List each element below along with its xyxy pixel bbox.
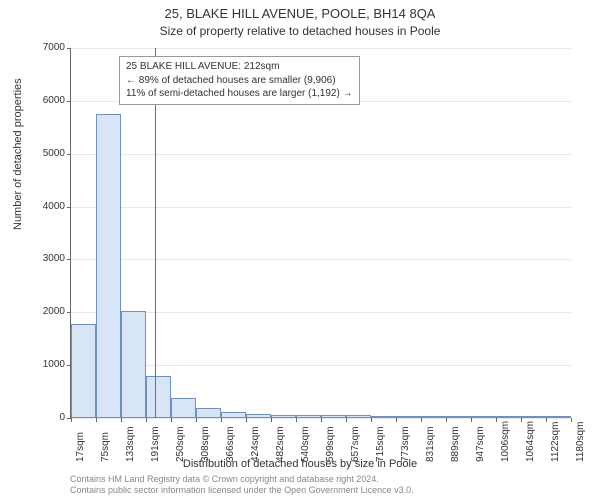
xtick-mark — [421, 418, 422, 422]
histogram-bar — [296, 415, 321, 418]
xtick-mark — [296, 418, 297, 422]
xtick-mark — [146, 418, 147, 422]
gridline — [71, 312, 571, 313]
histogram-bar — [196, 408, 221, 418]
xtick-label: 599sqm — [325, 426, 336, 462]
xtick-label: 1064sqm — [525, 421, 536, 462]
histogram-bar — [321, 415, 346, 418]
xtick-mark — [546, 418, 547, 422]
xtick-mark — [521, 418, 522, 422]
ytick-mark — [67, 101, 71, 102]
annotation-box: 25 BLAKE HILL AVENUE: 212sqm← 89% of det… — [119, 56, 360, 105]
histogram-bar — [246, 414, 271, 418]
xtick-mark — [571, 418, 572, 422]
histogram-bar — [271, 415, 296, 418]
xtick-mark — [371, 418, 372, 422]
xtick-label: 715sqm — [375, 426, 386, 462]
xtick-label: 250sqm — [175, 426, 186, 462]
xtick-label: 424sqm — [250, 426, 261, 462]
xtick-label: 1006sqm — [500, 421, 511, 462]
footer-attribution: Contains HM Land Registry data © Crown c… — [70, 474, 414, 497]
gridline — [71, 259, 571, 260]
xtick-mark — [271, 418, 272, 422]
xtick-label: 133sqm — [125, 426, 136, 462]
xtick-mark — [321, 418, 322, 422]
xtick-mark — [196, 418, 197, 422]
xtick-mark — [121, 418, 122, 422]
histogram-bar — [96, 114, 121, 418]
xtick-label: 831sqm — [425, 426, 436, 462]
gridline — [71, 207, 571, 208]
annotation-line-1: 25 BLAKE HILL AVENUE: 212sqm — [126, 60, 353, 74]
ytick-label: 3000 — [15, 253, 65, 264]
ytick-mark — [67, 259, 71, 260]
xtick-mark — [446, 418, 447, 422]
ytick-label: 1000 — [15, 359, 65, 370]
ytick-mark — [67, 207, 71, 208]
xtick-mark — [396, 418, 397, 422]
xtick-mark — [346, 418, 347, 422]
histogram-bar — [371, 416, 396, 418]
histogram-bar — [421, 416, 446, 418]
histogram-bar — [496, 416, 521, 418]
xtick-mark — [471, 418, 472, 422]
xtick-label: 1180sqm — [575, 422, 586, 462]
xtick-mark — [171, 418, 172, 422]
ytick-label: 2000 — [15, 306, 65, 317]
histogram-bar — [546, 416, 571, 418]
ytick-label: 7000 — [15, 42, 65, 53]
annotation-line-3: 11% of semi-detached houses are larger (… — [126, 87, 353, 101]
xtick-mark — [221, 418, 222, 422]
xtick-mark — [496, 418, 497, 422]
gridline — [71, 154, 571, 155]
histogram-bar — [121, 311, 146, 418]
histogram-bar — [521, 416, 546, 418]
histogram-bar — [471, 416, 496, 418]
xtick-mark — [96, 418, 97, 422]
histogram-plot: 0100020003000400050006000700017sqm75sqm1… — [70, 48, 571, 419]
histogram-bar — [446, 416, 471, 418]
gridline — [71, 48, 571, 49]
xtick-label: 889sqm — [450, 426, 461, 462]
ytick-mark — [67, 154, 71, 155]
ytick-mark — [67, 312, 71, 313]
xtick-label: 191sqm — [150, 426, 161, 462]
xtick-mark — [71, 418, 72, 422]
xtick-mark — [246, 418, 247, 422]
xtick-label: 773sqm — [400, 426, 411, 462]
y-axis-label: Number of detached properties — [12, 78, 24, 230]
xtick-label: 540sqm — [300, 426, 311, 462]
footer-line-1: Contains HM Land Registry data © Crown c… — [70, 474, 414, 485]
histogram-bar — [346, 415, 371, 418]
page-subtitle: Size of property relative to detached ho… — [0, 24, 600, 38]
xtick-label: 308sqm — [200, 426, 211, 462]
ytick-mark — [67, 48, 71, 49]
xtick-label: 482sqm — [275, 426, 286, 462]
xtick-label: 657sqm — [350, 426, 361, 462]
page-title: 25, BLAKE HILL AVENUE, POOLE, BH14 8QA — [0, 6, 600, 21]
xtick-label: 947sqm — [475, 426, 486, 462]
histogram-bar — [146, 376, 171, 418]
annotation-line-2: ← 89% of detached houses are smaller (9,… — [126, 74, 353, 88]
histogram-bar — [71, 324, 96, 418]
x-axis-label: Distribution of detached houses by size … — [0, 458, 600, 470]
histogram-bar — [221, 412, 246, 418]
footer-line-2: Contains public sector information licen… — [70, 485, 414, 496]
xtick-label: 366sqm — [225, 426, 236, 462]
histogram-bar — [171, 398, 196, 418]
ytick-label: 0 — [15, 412, 65, 423]
gridline — [71, 365, 571, 366]
xtick-label: 1122sqm — [550, 422, 561, 462]
histogram-bar — [396, 416, 421, 418]
